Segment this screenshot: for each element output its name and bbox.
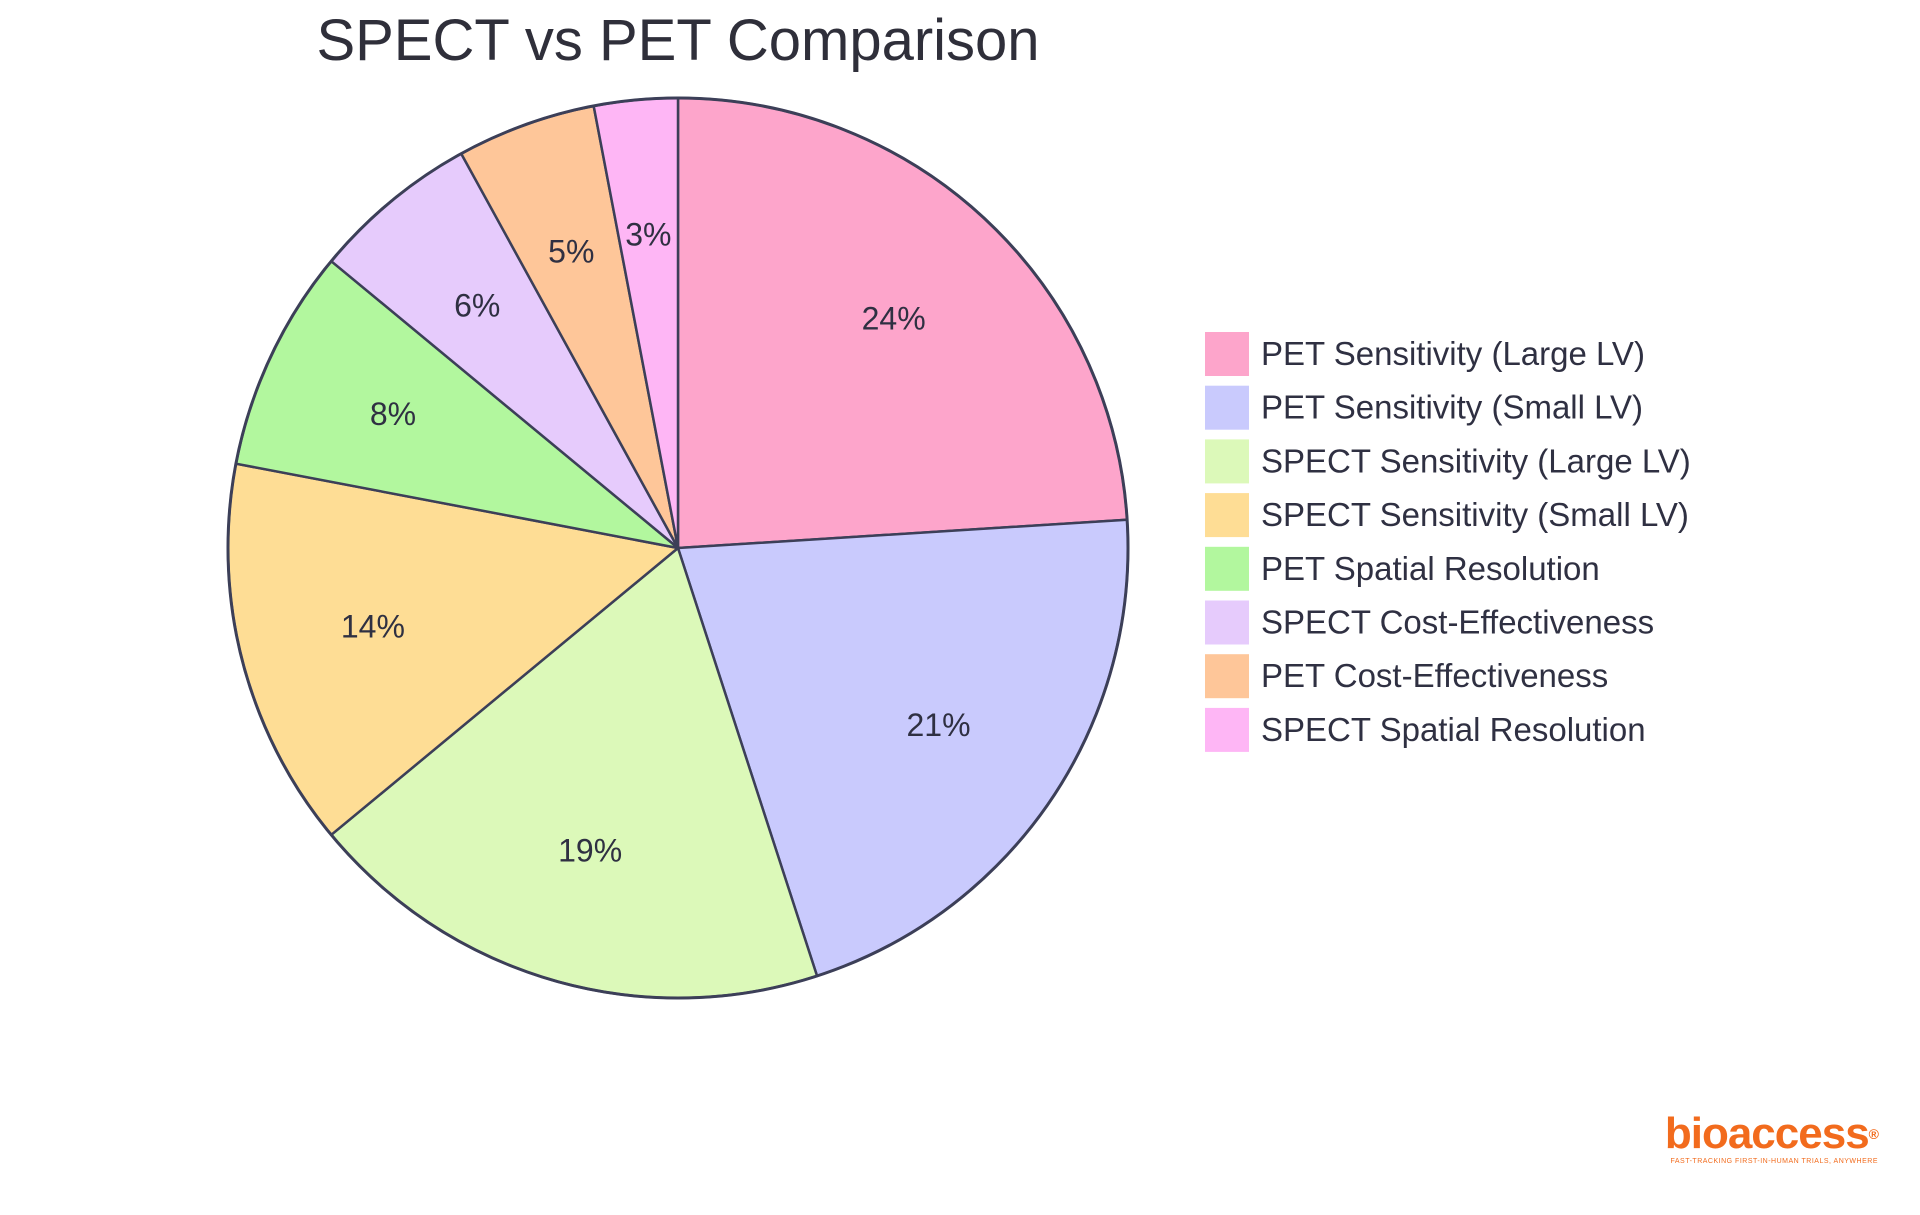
brand-wordmark: bioaccess	[1664, 1109, 1870, 1158]
slice-label-5: 8%	[370, 396, 416, 432]
registered-mark: ®	[1868, 1126, 1879, 1142]
slice-label-2: 21%	[907, 707, 971, 743]
chart-title: SPECT vs PET Comparison	[316, 8, 1039, 73]
slice-label-1: 24%	[862, 300, 926, 336]
legend-swatch-5	[1205, 546, 1249, 591]
legend-label-5: PET Spatial Resolution	[1261, 550, 1600, 587]
brand-logo: bioaccess® FAST-TRACKING FIRST-IN-HUMAN …	[1664, 1109, 1879, 1166]
slice-label-4: 14%	[341, 608, 405, 644]
slice-label-3: 19%	[558, 832, 622, 868]
legend-swatch-2	[1205, 385, 1249, 430]
legend-label-6: SPECT Cost-Effectiveness	[1261, 604, 1654, 641]
legend-swatch-1	[1205, 332, 1249, 376]
slice-label-6: 6%	[454, 287, 500, 323]
legend-swatch-4	[1205, 493, 1249, 538]
legend-swatch-3	[1205, 439, 1249, 484]
legend-label-7: PET Cost-Effectiveness	[1261, 657, 1608, 694]
slice-label-7: 5%	[548, 234, 594, 270]
slice-label-8: 3%	[625, 216, 671, 252]
pie-outline	[226, 96, 1130, 1000]
legend-swatch-8	[1205, 707, 1249, 752]
legend-label-4: SPECT Sensitivity (Small LV)	[1261, 496, 1689, 533]
pie-slice-labels: 24% 21% 19% 14% 8% 6% 5% 3%	[341, 216, 971, 868]
legend-label-3: SPECT Sensitivity (Large LV)	[1261, 442, 1691, 479]
legend-label-1: PET Sensitivity (Large LV)	[1261, 335, 1645, 372]
brand-name: bioaccess®	[1664, 1109, 1879, 1158]
legend: PET Sensitivity (Large LV) PET Sensitivit…	[1205, 332, 1691, 752]
legend-swatch-6	[1205, 600, 1249, 645]
legend-label-2: PET Sensitivity (Small LV)	[1261, 389, 1643, 426]
legend-swatch-7	[1205, 654, 1249, 699]
pie-slices	[226, 96, 1130, 1000]
brand-tagline: FAST-TRACKING FIRST-IN-HUMAN TRIALS, ANY…	[1670, 1158, 1878, 1165]
legend-label-8: SPECT Spatial Resolution	[1261, 711, 1646, 748]
